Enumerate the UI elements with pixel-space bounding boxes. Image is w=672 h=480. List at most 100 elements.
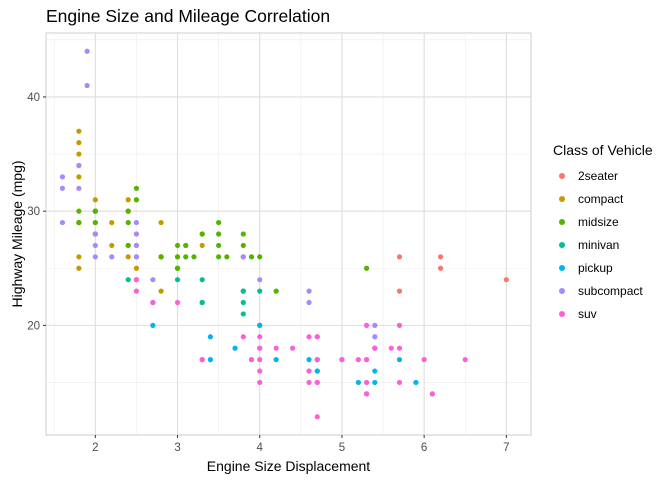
data-point [76, 208, 82, 214]
data-point [92, 219, 98, 226]
legend-key [553, 256, 571, 279]
data-point [207, 334, 214, 340]
data-point [396, 254, 403, 260]
data-point [150, 322, 156, 328]
legend-dot-icon [559, 196, 565, 202]
legend-key [553, 279, 571, 302]
data-point [125, 219, 131, 226]
data-point [133, 197, 140, 203]
data-point [462, 357, 468, 363]
legend-title: Class of Vehicle [553, 142, 653, 158]
data-point [109, 242, 115, 249]
legend-item-suv: suv [553, 302, 653, 325]
legend-label: midsize [578, 214, 619, 229]
data-point [199, 242, 205, 249]
data-point [372, 345, 378, 351]
data-point [363, 391, 370, 397]
data-point [92, 208, 98, 214]
data-point [84, 48, 90, 54]
legend-dot-icon [559, 242, 565, 248]
data-point [388, 345, 394, 351]
data-point [174, 265, 181, 271]
y-axis-title: Highway Mileage (mpg) [9, 160, 25, 307]
legend-key [553, 187, 571, 210]
data-point [314, 379, 320, 386]
data-point [396, 288, 403, 294]
data-point [199, 357, 205, 363]
data-point [76, 162, 82, 169]
data-point [437, 265, 444, 271]
data-point [216, 219, 222, 226]
data-point [224, 254, 230, 260]
data-point [59, 185, 66, 191]
data-point [273, 345, 279, 351]
data-point [372, 334, 378, 340]
chart-title: Engine Size and Mileage Correlation [46, 6, 331, 26]
series-suv [133, 277, 468, 420]
legend-key [553, 233, 571, 256]
data-point [191, 254, 197, 260]
data-point [109, 219, 115, 226]
data-point [125, 197, 131, 203]
data-point [125, 254, 131, 260]
x-tick-label: 7 [503, 442, 509, 454]
data-point [174, 242, 181, 249]
data-point [396, 345, 403, 351]
legend-item-compact: compact [553, 187, 653, 210]
data-point [413, 379, 419, 386]
data-point [240, 242, 246, 249]
data-point [240, 311, 246, 317]
data-point [158, 288, 164, 294]
data-point [174, 277, 181, 283]
y-tick-label: 20 [27, 320, 40, 332]
data-point [158, 254, 164, 260]
legend: Class of Vehicle 2seater compact midsize mi… [553, 142, 653, 325]
data-point [372, 368, 378, 374]
legend-item-pickup: pickup [553, 256, 653, 279]
legend-item-midsize: midsize [553, 210, 653, 233]
data-point [216, 231, 222, 237]
data-point [363, 265, 370, 271]
legend-item-subcompact: subcompact [553, 279, 653, 302]
data-point [257, 288, 263, 294]
data-point [363, 322, 370, 328]
x-axis-ticks: 2 3 4 5 6 7 [92, 435, 510, 454]
data-point [240, 231, 246, 237]
data-point [199, 231, 205, 237]
x-axis-title: Engine Size Displacement [207, 458, 371, 474]
data-point [76, 140, 82, 146]
data-point [363, 379, 370, 386]
data-point [240, 288, 246, 294]
data-point [232, 345, 238, 351]
data-point [92, 197, 98, 203]
series-subcompact [59, 48, 378, 340]
data-point [92, 242, 98, 249]
data-point [396, 322, 403, 328]
data-point [396, 357, 403, 363]
legend-label: suv [578, 306, 597, 321]
data-point [150, 277, 156, 283]
data-point [306, 368, 312, 374]
data-point [396, 379, 403, 386]
data-point [306, 299, 312, 306]
grid-minor [46, 33, 531, 435]
data-point [306, 357, 312, 363]
data-point [216, 242, 222, 249]
x-tick-label: 3 [174, 442, 180, 454]
data-point [133, 231, 140, 237]
data-point [306, 288, 312, 294]
data-point [199, 277, 205, 283]
x-tick-label: 6 [421, 442, 427, 454]
data-point [76, 128, 82, 134]
data-point [133, 288, 140, 294]
data-point [257, 379, 263, 386]
data-point [257, 322, 263, 328]
legend-dot-icon [559, 173, 565, 179]
data-point [125, 208, 131, 214]
data-point [355, 379, 361, 386]
legend-item-minivan: minivan [553, 233, 653, 256]
data-point [240, 254, 246, 260]
data-point [174, 254, 181, 260]
y-tick-label: 40 [27, 92, 40, 104]
